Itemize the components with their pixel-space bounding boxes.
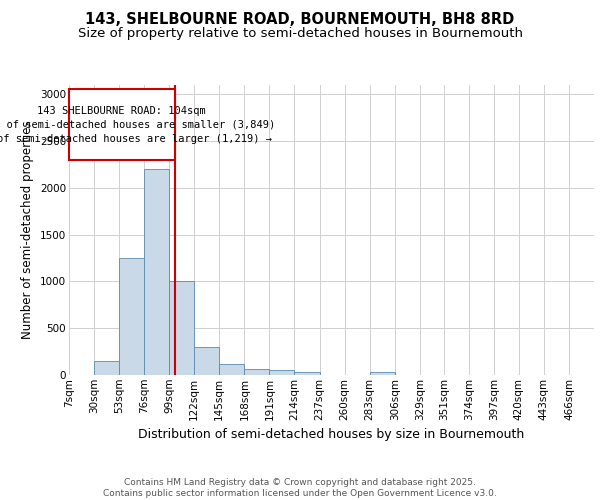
Bar [144,169,169,375]
Bar [169,282,194,375]
Bar [94,361,119,375]
Text: 143 SHELBOURNE ROAD: 104sqm
← 75% of semi-detached houses are smaller (3,849)
24: 143 SHELBOURNE ROAD: 104sqm ← 75% of sem… [0,106,275,144]
Bar [194,347,220,375]
Text: Contains HM Land Registry data © Crown copyright and database right 2025.
Contai: Contains HM Land Registry data © Crown c… [103,478,497,498]
Y-axis label: Number of semi-detached properties: Number of semi-detached properties [22,120,34,340]
Bar [220,364,244,375]
X-axis label: Distribution of semi-detached houses by size in Bournemouth: Distribution of semi-detached houses by … [139,428,524,441]
Bar [119,258,144,375]
Bar [370,372,395,375]
Bar [244,370,269,375]
Bar [269,370,295,375]
FancyBboxPatch shape [69,90,175,160]
Bar [295,372,320,375]
Text: Size of property relative to semi-detached houses in Bournemouth: Size of property relative to semi-detach… [77,28,523,40]
Text: 143, SHELBOURNE ROAD, BOURNEMOUTH, BH8 8RD: 143, SHELBOURNE ROAD, BOURNEMOUTH, BH8 8… [85,12,515,28]
